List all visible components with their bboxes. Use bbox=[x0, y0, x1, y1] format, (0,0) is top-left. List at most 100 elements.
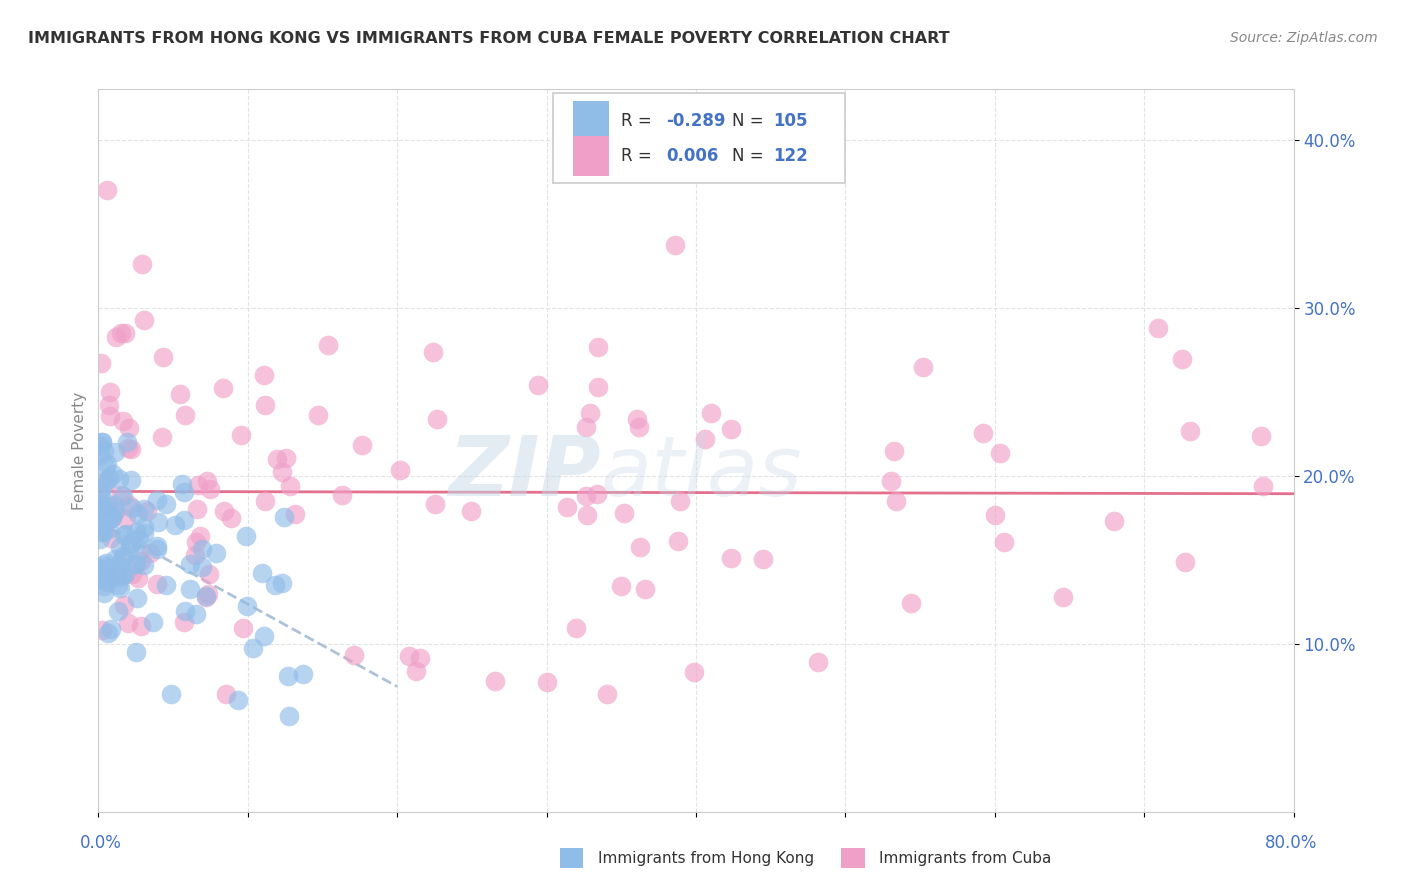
Point bbox=[89, 439, 111, 453]
Point bbox=[194, 589, 217, 603]
Text: R =: R = bbox=[620, 112, 657, 130]
Text: IMMIGRANTS FROM HONG KONG VS IMMIGRANTS FROM CUBA FEMALE POVERTY CORRELATION CHA: IMMIGRANTS FROM HONG KONG VS IMMIGRANTS … bbox=[28, 31, 949, 46]
Point bbox=[330, 487, 353, 501]
Point bbox=[93, 480, 115, 494]
Point bbox=[276, 450, 298, 465]
Point bbox=[576, 508, 599, 523]
Point bbox=[142, 615, 165, 629]
Point bbox=[278, 479, 301, 493]
Point bbox=[100, 622, 122, 636]
Point bbox=[146, 492, 169, 507]
Point bbox=[127, 508, 149, 522]
Point bbox=[124, 557, 146, 571]
Point bbox=[124, 558, 146, 572]
Point bbox=[89, 562, 111, 576]
Point bbox=[89, 448, 111, 462]
Point bbox=[110, 326, 132, 340]
Point bbox=[226, 693, 249, 707]
Point bbox=[114, 326, 136, 341]
Point bbox=[173, 485, 195, 500]
Point bbox=[104, 504, 127, 518]
Point bbox=[121, 500, 143, 515]
Point bbox=[253, 629, 276, 643]
Point bbox=[98, 409, 121, 423]
FancyBboxPatch shape bbox=[572, 102, 609, 141]
Point bbox=[98, 564, 121, 578]
Point bbox=[398, 648, 420, 663]
Point bbox=[103, 506, 125, 520]
Point bbox=[195, 590, 218, 604]
FancyBboxPatch shape bbox=[553, 93, 845, 183]
Point bbox=[236, 599, 259, 613]
Point bbox=[96, 183, 118, 197]
Point bbox=[634, 582, 657, 596]
Point bbox=[423, 497, 446, 511]
Point bbox=[91, 525, 114, 540]
Point bbox=[555, 500, 578, 514]
Point bbox=[97, 398, 120, 412]
Point bbox=[93, 494, 115, 508]
Point bbox=[94, 459, 117, 474]
Point bbox=[91, 525, 114, 540]
Point bbox=[628, 540, 651, 554]
Point bbox=[184, 607, 207, 621]
Point bbox=[97, 499, 120, 513]
Point bbox=[242, 640, 264, 655]
Point bbox=[111, 414, 134, 428]
Point bbox=[90, 498, 112, 512]
Point bbox=[197, 567, 219, 582]
Point bbox=[93, 444, 115, 458]
Point bbox=[91, 623, 114, 637]
Point bbox=[254, 494, 277, 508]
Point bbox=[131, 257, 153, 271]
Point bbox=[101, 561, 124, 575]
Point bbox=[575, 420, 598, 434]
Point bbox=[173, 513, 195, 527]
Point bbox=[145, 576, 167, 591]
Point bbox=[586, 380, 609, 394]
Point bbox=[134, 520, 156, 534]
Point bbox=[121, 566, 143, 581]
Point bbox=[212, 504, 235, 518]
Point bbox=[173, 615, 195, 629]
Point bbox=[134, 313, 156, 327]
Point bbox=[89, 516, 111, 531]
Point bbox=[880, 474, 903, 488]
Text: R =: R = bbox=[620, 147, 657, 165]
Point bbox=[120, 474, 142, 488]
Point bbox=[664, 238, 686, 252]
Text: Source: ZipAtlas.com: Source: ZipAtlas.com bbox=[1230, 31, 1378, 45]
Point bbox=[720, 422, 742, 436]
Point bbox=[97, 471, 120, 485]
Point bbox=[235, 529, 257, 543]
Point bbox=[389, 463, 412, 477]
Point bbox=[198, 482, 221, 496]
Point bbox=[585, 487, 607, 501]
Point bbox=[1147, 321, 1170, 335]
Point bbox=[115, 512, 138, 526]
Point bbox=[117, 441, 139, 455]
Point bbox=[318, 337, 340, 351]
Point bbox=[139, 546, 162, 560]
Point bbox=[146, 542, 169, 557]
Point bbox=[103, 498, 125, 512]
Point bbox=[155, 498, 177, 512]
Point bbox=[108, 472, 131, 486]
Point bbox=[1171, 351, 1194, 366]
Text: 80.0%: 80.0% bbox=[1264, 834, 1317, 852]
Point bbox=[666, 534, 689, 549]
Point bbox=[292, 667, 315, 681]
Point bbox=[184, 548, 207, 562]
Point bbox=[129, 554, 152, 568]
Point bbox=[214, 687, 236, 701]
Point bbox=[97, 513, 120, 527]
Point bbox=[972, 425, 994, 440]
Point bbox=[112, 489, 135, 503]
Point bbox=[405, 664, 427, 678]
Point bbox=[101, 509, 124, 524]
Point bbox=[266, 451, 288, 466]
Point bbox=[111, 552, 134, 566]
Point bbox=[170, 476, 193, 491]
Point bbox=[89, 484, 111, 499]
Point bbox=[104, 445, 127, 459]
